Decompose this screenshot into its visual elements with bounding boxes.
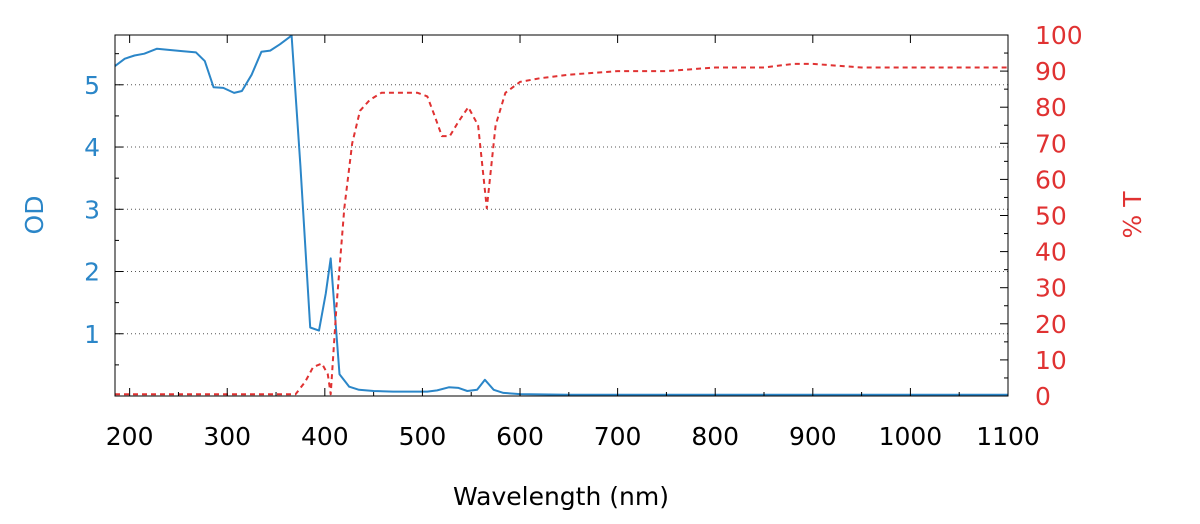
right-y-tick-label: 40: [1035, 238, 1067, 267]
right-y-tick-label: 80: [1035, 93, 1067, 122]
labels-layer: 200 300 400 500 600 700 800 900 1000 110012345010…: [84, 21, 1083, 451]
right-y-tick-label: 70: [1035, 129, 1067, 158]
x-tick-label: 1000: [879, 422, 943, 451]
x-tick-label: 1100: [976, 422, 1040, 451]
right-y-tick-label: 60: [1035, 165, 1067, 194]
left-y-tick-label: 4: [84, 133, 100, 162]
x-tick-label: 900: [789, 422, 837, 451]
left-y-tick-label: 1: [84, 320, 100, 349]
x-tick-label: 400: [301, 422, 349, 451]
right-y-tick-label: 0: [1035, 382, 1051, 411]
ticks-layer: [115, 34, 1009, 397]
plot-frame: [114, 34, 1009, 397]
transmission-series-line: [115, 62, 1008, 396]
left-axis-label: OD: [20, 196, 49, 235]
left-y-tick-label: 3: [84, 195, 100, 224]
od-series-line: [114, 34, 1008, 396]
right-y-tick-label: 100: [1035, 21, 1083, 50]
series-layer: [114, 34, 1008, 396]
right-y-tick-label: 10: [1035, 346, 1067, 375]
x-tick-label: 300: [203, 422, 251, 451]
left-y-tick-label: 5: [84, 71, 100, 100]
right-y-tick-label: 50: [1035, 202, 1067, 231]
x-tick-label: 200: [106, 422, 154, 451]
x-tick-label: 700: [594, 422, 642, 451]
left-y-tick-label: 2: [84, 258, 100, 287]
grid-layer: [115, 84, 1008, 335]
x-tick-label: 600: [496, 422, 544, 451]
right-y-tick-label: 20: [1035, 310, 1067, 339]
right-y-tick-label: 90: [1035, 57, 1067, 86]
x-tick-label: 500: [399, 422, 447, 451]
right-y-tick-label: 30: [1035, 274, 1067, 303]
x-axis-label: Wavelength (nm): [453, 482, 669, 511]
x-tick-label: 800: [691, 422, 739, 451]
right-axis-label: % T: [1118, 191, 1147, 239]
